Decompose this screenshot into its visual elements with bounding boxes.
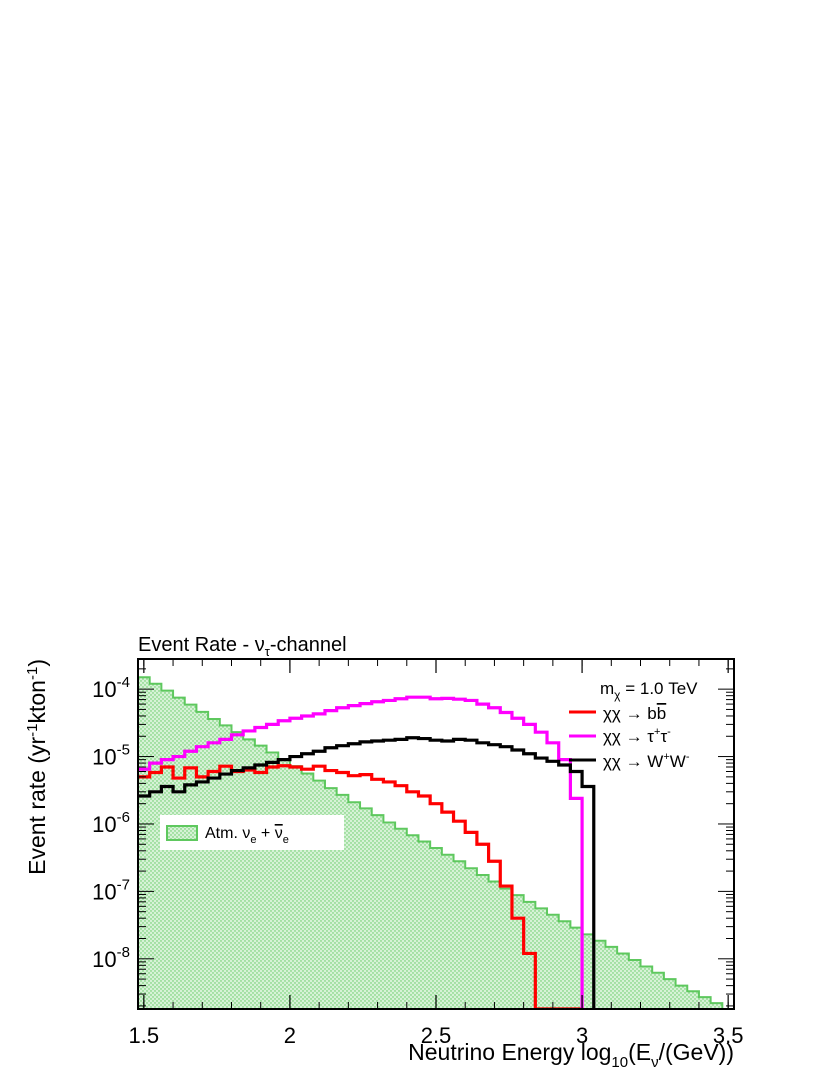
atm-legend: Atm. νe + νe [160,815,344,850]
x-tick-label: 2.5 [421,1023,452,1048]
plot-area [138,676,734,1009]
axes: 1.5 2 2.5 3 3.5 10-4 10-5 10-6 10-7 10-8 [92,659,743,1048]
channel-legend: mχ = 1.0 TeV χχ → bb χχ → τ+τ- χχ → W+W- [569,679,698,771]
y-tick-label: 10-4 [92,674,130,702]
legend-label-atm: Atm. νe + νe [205,825,289,846]
series-ww [138,736,596,1009]
chart-title: Event Rate - ντ-channel [138,634,347,659]
legend-swatch-atm [166,825,198,841]
atm-line [138,676,734,1009]
ww-line [138,736,596,1009]
y-tick-label: 10-7 [92,876,130,904]
bb-line [138,764,584,1009]
legend-label-tautau: χχ → τ+τ- [603,726,671,746]
series-tautau [138,695,584,1009]
tautau-line [138,695,584,1009]
y-tick-label: 10-8 [92,944,130,972]
y-tick-label: 10-6 [92,809,130,837]
x-tick-label: 3.5 [713,1023,744,1048]
x-axis-label: Neutrino Energy log10(Eν/(GeV)) [408,1039,734,1071]
y-tick-label: 10-5 [92,742,130,770]
mass-label: mχ = 1.0 TeV [600,679,698,702]
x-tick-label: 3 [576,1023,588,1048]
legend-label-ww: χχ → W+W- [603,751,690,771]
legend-label-bb: χχ → bb [603,704,666,723]
x-tick-label: 2 [284,1023,296,1048]
y-axis-label: Event rate (yr-1kton-1) [24,659,50,875]
series-bb [138,764,584,1009]
x-tick-label: 1.5 [129,1023,160,1048]
